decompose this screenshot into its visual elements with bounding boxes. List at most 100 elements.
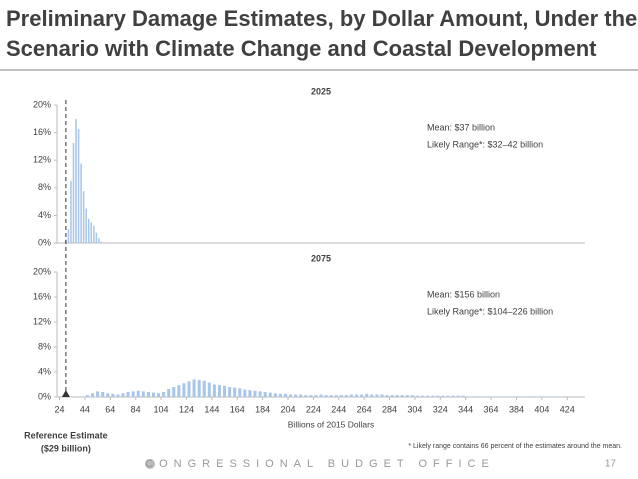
bar [339,395,343,397]
bar [344,395,348,397]
bar [558,396,562,397]
bar [151,392,155,397]
y-tick-label: 8% [38,182,51,192]
x-tick-label: 104 [154,404,169,414]
annotation: Likely Range*: $32–42 billion [427,139,543,149]
bar [431,395,435,397]
x-tick-label: 204 [280,404,295,414]
bar [72,142,75,243]
page-number: 17 [605,459,617,470]
bar [517,396,521,397]
bar [223,385,227,397]
bar [187,381,191,397]
bar [106,393,110,397]
x-tick-label: 344 [458,404,473,414]
bar [461,395,465,397]
bar [299,394,303,397]
bar [82,191,85,243]
bar [182,383,186,397]
bar [268,392,272,397]
bar [197,380,201,397]
bar [162,392,166,397]
x-tick-label: 424 [560,404,575,414]
y-tick-label: 16% [33,127,51,137]
x-tick-label: 364 [484,404,499,414]
bar [319,394,323,397]
bar [527,396,531,397]
bar [70,180,72,243]
bar [192,379,196,397]
bar [91,393,95,397]
bar [370,394,374,397]
y-tick-label: 20% [33,99,51,109]
bar [365,393,369,397]
bar [294,394,298,397]
bar [77,129,80,243]
bar [248,390,252,397]
x-tick-label: 304 [407,404,422,414]
bar [126,392,130,397]
bar [238,388,242,397]
bar [426,395,430,397]
bar [390,395,394,397]
y-tick-label: 0% [38,391,51,401]
bar [289,394,293,397]
y-tick-label: 12% [33,316,51,326]
bar [98,238,100,243]
bar [421,395,425,397]
bar [87,218,90,243]
bar [324,395,328,397]
bar [121,393,125,397]
bar [167,388,171,397]
bar [329,395,333,397]
bar [258,391,262,397]
bar [207,382,211,397]
bar [502,396,506,397]
x-tick-label: 404 [534,404,549,414]
x-tick-label: 44 [80,404,90,414]
y-tick-label: 0% [38,237,51,247]
bar [563,396,567,397]
bar [380,394,384,397]
annotation: Mean: $156 billion [427,289,500,299]
bar [233,387,237,397]
footer: CONGRESSIONAL BUDGET OFFICE [145,458,495,470]
x-tick-label: 124 [179,404,194,414]
x-tick-label: 164 [230,404,245,414]
x-tick-label: 284 [382,404,397,414]
bar [283,393,287,397]
y-tick-label: 16% [33,291,51,301]
bar [85,208,87,243]
bar [100,241,103,243]
bar [96,391,100,397]
bar [355,394,359,397]
bar [116,394,120,397]
bar [243,389,247,397]
bar [360,394,364,397]
reference-arrow [61,390,70,397]
bar [547,396,551,397]
bar [553,396,557,397]
y-tick-label: 8% [38,341,51,351]
bar [228,387,232,397]
bar [542,396,546,397]
bar [334,395,338,397]
bar [492,396,496,397]
slide-title: Preliminary Damage Estimates, by Dollar … [6,6,637,31]
bar [263,392,267,397]
bar [80,163,82,243]
bar [451,395,455,397]
bar [532,396,536,397]
bar [253,390,257,397]
bar [507,396,511,397]
annotation: Mean: $37 billion [427,122,495,132]
bar [75,118,77,243]
bar [157,393,161,397]
bar [375,394,379,397]
footnote: * Likely range contains 66 percent of th… [408,443,622,450]
slide-title: Scenario with Climate Change and Coastal… [6,36,597,61]
x-axis-label: Billions of 2015 Dollars [288,419,374,429]
x-tick-label: 144 [204,404,219,414]
bar [146,392,150,397]
